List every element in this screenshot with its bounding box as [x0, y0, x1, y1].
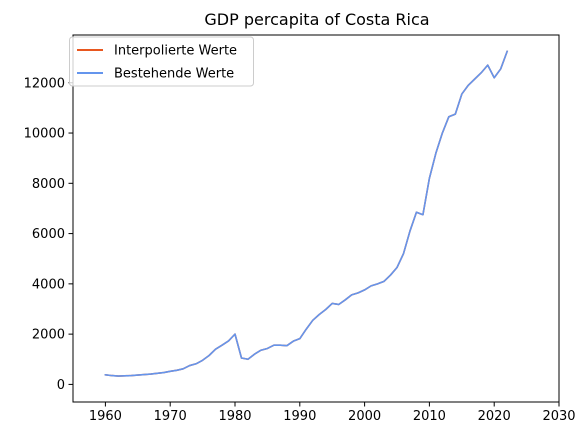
x-axis: 1960 1970 1980 1990 2000 2010 2020 2030 [89, 402, 576, 424]
series-line-1 [104, 50, 509, 377]
legend-label-interpolated: Interpolierte Werte [114, 44, 237, 59]
y-tick-label-3: 6000 [32, 227, 65, 242]
x-tick-label-5: 2010 [413, 409, 446, 424]
x-tick-label-1: 1970 [154, 409, 187, 424]
plot-lines [104, 50, 509, 377]
y-tick-label-0: 0 [57, 378, 65, 393]
legend-box [69, 36, 254, 87]
y-tick-label-4: 8000 [32, 177, 65, 192]
x-tick-label-4: 2000 [348, 409, 381, 424]
plot-frame [72, 34, 560, 403]
y-axis: 0 2000 4000 6000 8000 10000 12000 [24, 76, 73, 393]
y-tick-label-6: 12000 [24, 76, 65, 91]
legend-label-existing: Bestehende Werte [114, 67, 234, 82]
y-tick-label-5: 10000 [24, 127, 65, 142]
x-tick-label-2: 1980 [218, 409, 251, 424]
x-tick-label-3: 1990 [283, 409, 316, 424]
y-tick-label-2: 4000 [32, 277, 65, 292]
x-tick-label-7: 2030 [542, 409, 575, 424]
x-tick-label-0: 1960 [89, 409, 122, 424]
chart-title: GDP percapita of Costa Rica [204, 10, 429, 29]
series-line-0 [104, 50, 509, 377]
y-tick-label-1: 2000 [32, 328, 65, 343]
legend: Interpolierte Werte Bestehende Werte [69, 36, 254, 87]
x-tick-label-6: 2020 [478, 409, 511, 424]
